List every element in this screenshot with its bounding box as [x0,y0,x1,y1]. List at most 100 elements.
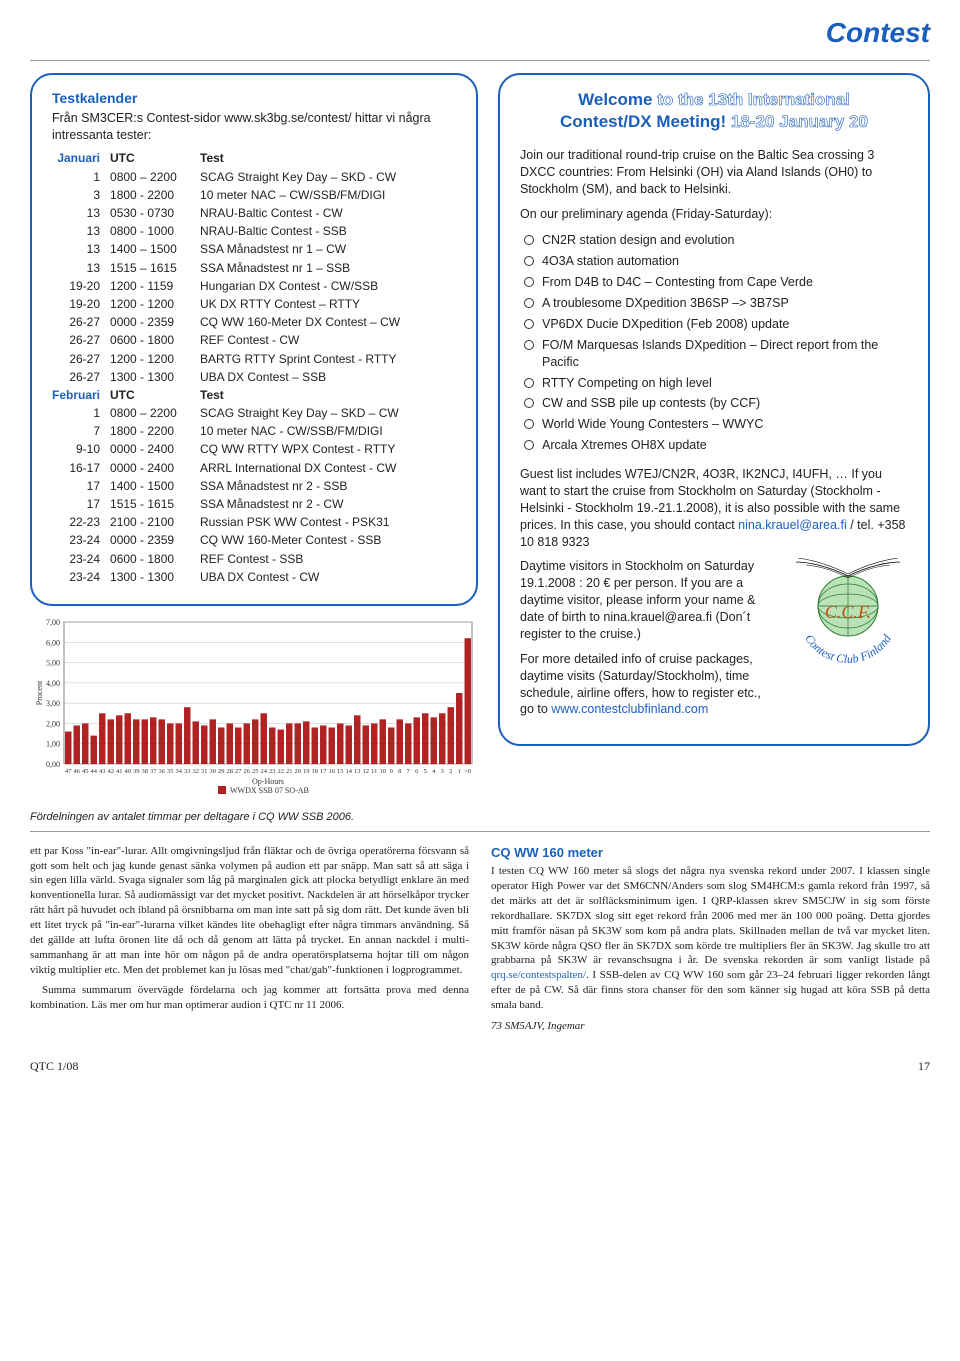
table-row: 23-240000 - 2359CQ WW 160-Meter Contest … [52,531,456,549]
table-row: 131515 – 1615SSA Månadstest nr 1 – SSB [52,259,456,277]
svg-text:7,00: 7,00 [46,618,60,627]
svg-text:36: 36 [159,768,166,775]
table-row: 19-201200 - 1200UK DX RTTY Contest – RTT… [52,295,456,313]
svg-text:33: 33 [184,768,191,775]
svg-text:39: 39 [133,768,140,775]
svg-text:28: 28 [227,768,234,775]
svg-text:9: 9 [390,768,393,775]
svg-text:11: 11 [371,768,377,775]
table-row: 23-241300 - 1300UBA DX Contest - CW [52,568,456,586]
svg-text:32: 32 [193,768,200,775]
welcome-intro: Join our traditional round-trip cruise o… [520,147,908,198]
svg-text:2: 2 [449,768,452,775]
svg-text:37: 37 [150,768,157,775]
svg-text:4: 4 [432,768,436,775]
table-row: 16-170000 - 2400ARRL International DX Co… [52,459,456,477]
svg-text:1,00: 1,00 [46,740,60,749]
svg-text:5: 5 [424,768,427,775]
table-row: 26-270600 - 1800REF Contest - CW [52,331,456,349]
divider-2 [30,831,930,832]
svg-text:25: 25 [252,768,259,775]
svg-text:47: 47 [65,768,72,775]
svg-text:30: 30 [210,768,217,775]
welcome-guest: Guest list includes W7EJ/CN2R, 4O3R, IK2… [520,466,908,550]
svg-text:22: 22 [278,768,285,775]
svg-text:3,00: 3,00 [46,699,60,708]
table-row: 9-100000 - 2400CQ WW RTTY WPX Contest - … [52,440,456,458]
chart-caption: Fördelningen av antalet timmar per delta… [30,810,930,825]
svg-text:14: 14 [346,768,353,775]
email-link[interactable]: nina.krauel@area.fi [738,518,847,532]
panel-title: Testkalender [52,89,456,108]
svg-text:31: 31 [201,768,208,775]
svg-text:45: 45 [82,768,89,775]
svg-text:2,00: 2,00 [46,719,60,728]
list-item: VP6DX Ducie DXpedition (Feb 2008) update [520,314,908,335]
table-row: 171515 - 1615SSA Månadstest nr 2 - CW [52,495,456,513]
month-head: Februari [52,386,110,404]
footer-left: QTC 1/08 [30,1058,78,1074]
agenda-head: On our preliminary agenda (Friday-Saturd… [520,206,908,223]
body-left-col: ett par Koss "in-ear"-lurar. Allt omgivn… [30,844,469,1040]
list-item: FO/M Marquesas Islands DXpedition – Dire… [520,335,908,373]
more-info: For more detailed info of cruise package… [520,651,778,719]
panel-subtitle: Från SM3CER:s Contest-sidor www.sk3bg.se… [52,110,456,144]
svg-text:3: 3 [441,768,444,775]
svg-text:Op-Hours: Op-Hours [252,777,284,786]
svg-text:10: 10 [380,768,387,775]
table-row: 26-270000 - 2359CQ WW 160-Meter DX Conte… [52,313,456,331]
svg-text:6,00: 6,00 [46,638,60,647]
welcome-title: Welcome to the 13th International Contes… [520,89,908,133]
welcome-panel: Welcome to the 13th International Contes… [498,73,930,747]
svg-text:19: 19 [303,768,310,775]
table-row: 23-240600 - 1800REF Contest - SSB [52,550,456,568]
svg-text:44: 44 [91,768,98,775]
svg-text:12: 12 [363,768,370,775]
month-head: Januari [52,149,110,167]
svg-text:23: 23 [269,768,276,775]
svg-text:46: 46 [74,768,81,775]
table-row: 171400 - 1500SSA Månadstest nr 2 - SSB [52,477,456,495]
paragraph: Summa summarum övervägde fördelarna och … [30,983,469,1013]
svg-text:8: 8 [398,768,401,775]
svg-text:1: 1 [458,768,461,775]
svg-text:21: 21 [286,768,293,775]
ccf-logo: C.C.F. Contest Club Finland [788,558,908,678]
svg-text:4,00: 4,00 [46,679,60,688]
table-row: 131400 – 1500SSA Månadstest nr 1 – CW [52,240,456,258]
list-item: Arcala Xtremes OH8X update [520,435,908,456]
svg-text:29: 29 [218,768,225,775]
paragraph: ett par Koss "in-ear"-lurar. Allt omgivn… [30,844,469,978]
table-row: 31800 - 220010 meter NAC – CW/SSB/FM/DIG… [52,186,456,204]
svg-text:18: 18 [312,768,319,775]
paragraph: I testen CQ WW 160 meter så slogs det nå… [491,864,930,1012]
list-item: RTTY Competing on high level [520,373,908,394]
body-right-col: CQ WW 160 meter I testen CQ WW 160 meter… [491,844,930,1040]
table-row: 19-201200 - 1159Hungarian DX Contest - C… [52,277,456,295]
svg-text:26: 26 [244,768,251,775]
svg-text:38: 38 [142,768,149,775]
table-row: 26-271200 - 1200BARTG RTTY Sprint Contes… [52,350,456,368]
table-row: 130530 - 0730NRAU-Baltic Contest - CW [52,204,456,222]
ccf-url[interactable]: www.contestclubfinland.com [551,702,708,716]
svg-text:6: 6 [415,768,419,775]
table-row: 130800 - 1000NRAU-Baltic Contest - SSB [52,222,456,240]
svg-text:0,00: 0,00 [46,760,60,769]
qrq-link[interactable]: qrq.se/contestspalten/ [491,969,586,981]
svg-text:C.C.F.: C.C.F. [825,602,871,622]
svg-text:WWDX SSB 07 SO-AB: WWDX SSB 07 SO-AB [230,786,309,795]
list-item: World Wide Young Contesters – WWYC [520,414,908,435]
table-row: 26-271300 - 1300UBA DX Contest – SSB [52,368,456,386]
testkalender-panel: Testkalender Från SM3CER:s Contest-sidor… [30,73,478,606]
page-title: Contest [30,14,930,52]
svg-text:7: 7 [407,768,411,775]
hours-bar-chart: 0,001,002,003,004,005,006,007,0047464544… [30,616,478,806]
list-item: CW and SSB pile up contests (by CCF) [520,393,908,414]
svg-text:15: 15 [337,768,344,775]
subheading: CQ WW 160 meter [491,844,930,862]
divider [30,60,930,61]
svg-text:34: 34 [176,768,183,775]
svg-text:27: 27 [235,768,242,775]
svg-text:41: 41 [116,768,123,775]
list-item: A troublesome DXpedition 3B6SP –> 3B7SP [520,293,908,314]
